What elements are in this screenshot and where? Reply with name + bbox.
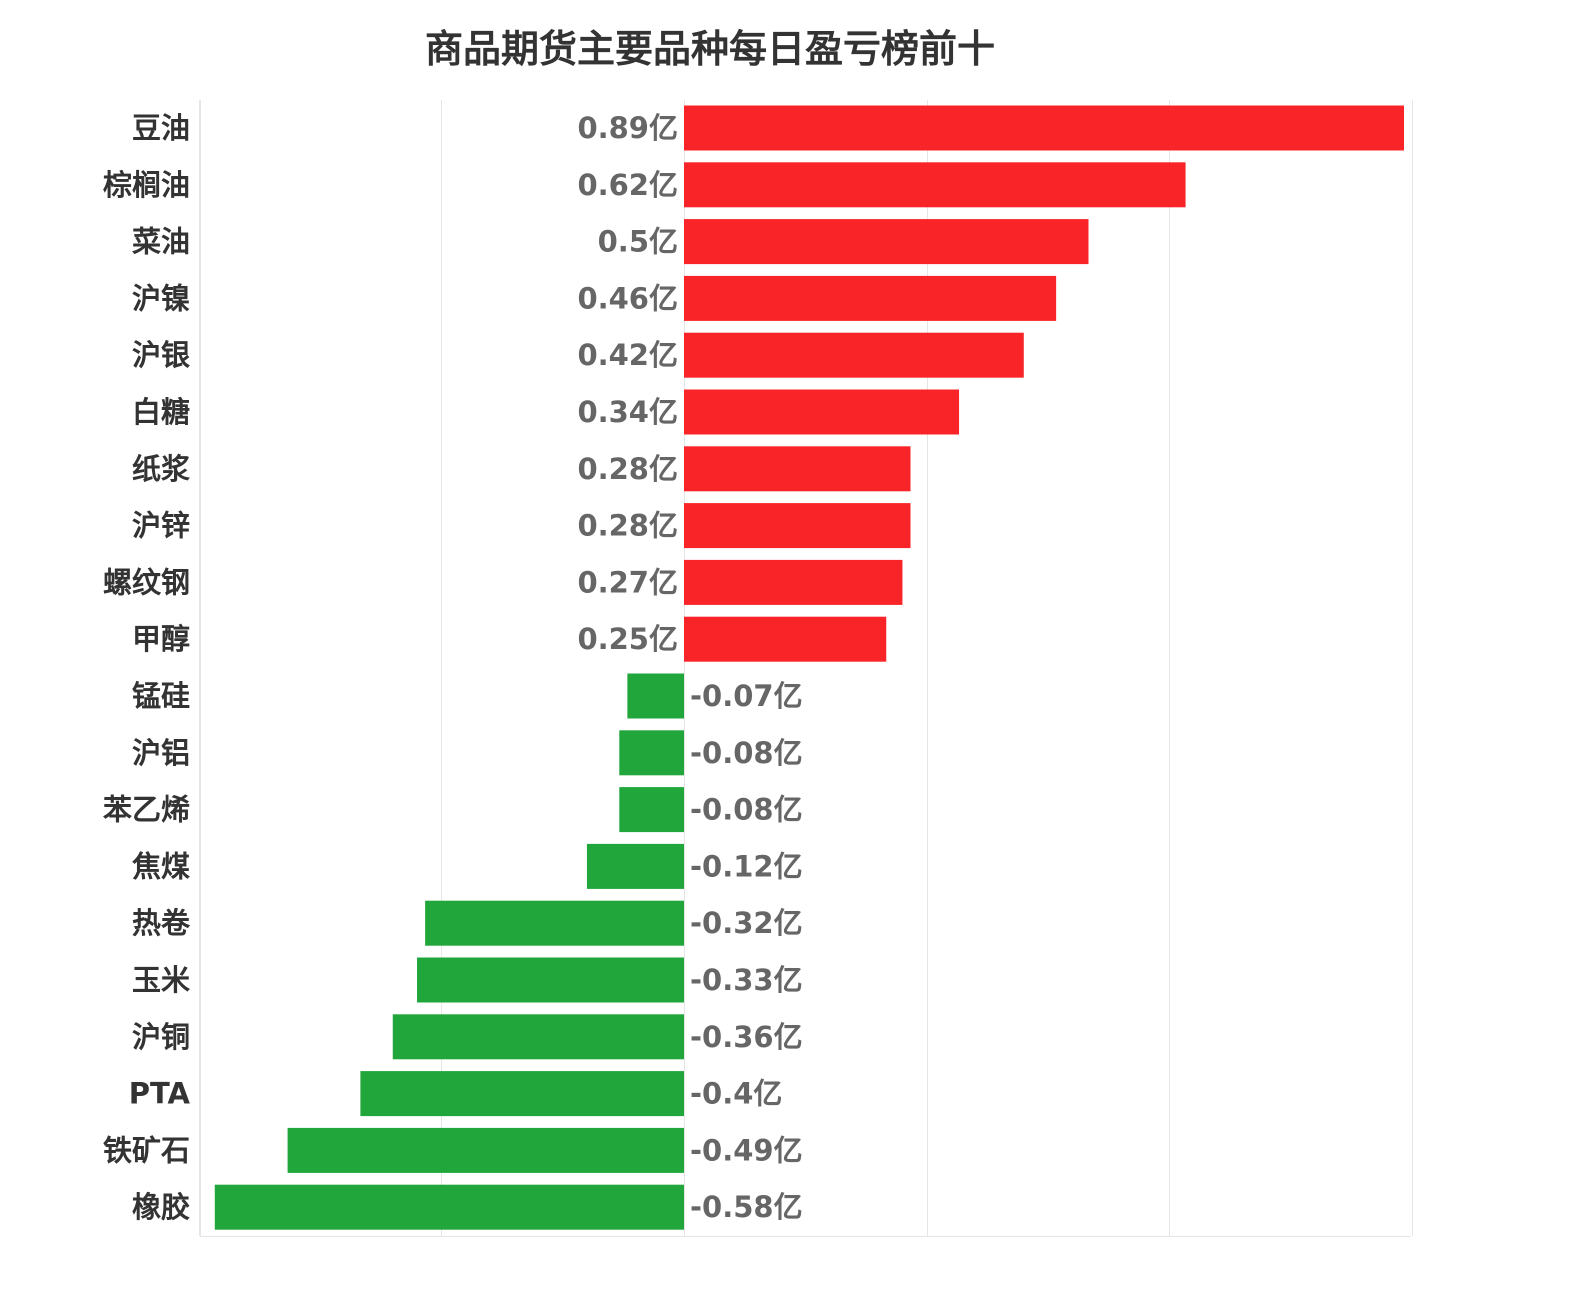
chart-title: 商品期货主要品种每日盈亏榜前十 xyxy=(424,27,995,71)
bar-14 xyxy=(425,900,684,946)
value-label: -0.07亿 xyxy=(690,679,803,713)
value-label: 0.28亿 xyxy=(577,452,678,486)
value-label: 0.5亿 xyxy=(598,225,678,259)
bar-19 xyxy=(214,1184,685,1230)
bar-2 xyxy=(684,219,1089,265)
bar-16 xyxy=(392,1014,684,1060)
category-label: 苯乙烯 xyxy=(103,793,190,827)
bar-8 xyxy=(684,559,903,605)
value-label: -0.49亿 xyxy=(690,1133,803,1167)
value-label: 0.25亿 xyxy=(577,622,678,656)
value-label: -0.33亿 xyxy=(690,963,803,997)
value-label: 0.89亿 xyxy=(577,111,678,145)
value-label: 0.27亿 xyxy=(577,565,678,599)
value-label: -0.58亿 xyxy=(690,1190,803,1224)
bar-3 xyxy=(684,275,1057,321)
value-label: -0.08亿 xyxy=(690,793,803,827)
category-label: 菜油 xyxy=(132,225,190,259)
bar-13 xyxy=(586,843,684,889)
category-label: 棕榈油 xyxy=(103,168,190,202)
value-labels: 0.89亿 0.62亿 0.5亿 0.46亿 0.42亿 0.34亿 0.28亿 0.28亿 0… xyxy=(577,111,802,1224)
bar-10 xyxy=(627,673,684,719)
bar-11 xyxy=(619,730,684,776)
value-label: 0.42亿 xyxy=(577,338,678,372)
category-label: 玉米 xyxy=(132,963,190,997)
value-label: -0.36亿 xyxy=(690,1020,803,1054)
bar-0 xyxy=(684,105,1404,151)
category-label: 豆油 xyxy=(132,111,190,145)
value-label: 0.34亿 xyxy=(577,395,678,429)
value-label: -0.4亿 xyxy=(690,1077,782,1111)
category-label: 甲醇 xyxy=(132,622,190,656)
value-label: 0.46亿 xyxy=(577,281,678,315)
category-label: 焦煤 xyxy=(132,849,190,883)
category-label: 锰硅 xyxy=(132,679,190,713)
category-label: 铁矿石 xyxy=(103,1133,190,1167)
bar-17 xyxy=(360,1071,684,1117)
bar-5 xyxy=(684,389,960,435)
bar-12 xyxy=(619,787,684,833)
category-label: 沪锌 xyxy=(132,509,190,543)
bar-18 xyxy=(287,1127,684,1173)
category-label: 纸浆 xyxy=(132,452,191,486)
bar-9 xyxy=(684,616,887,662)
gridlines xyxy=(199,100,1413,1237)
category-label: 沪银 xyxy=(132,338,190,372)
bars xyxy=(214,105,1404,1230)
value-label: 0.28亿 xyxy=(577,509,678,543)
category-label: 沪铜 xyxy=(132,1020,190,1054)
value-label: 0.62亿 xyxy=(577,168,678,202)
category-label: 螺纹钢 xyxy=(103,565,190,599)
bar-6 xyxy=(684,446,911,492)
bar-4 xyxy=(684,332,1024,378)
category-label: 沪铝 xyxy=(132,736,190,770)
value-label: -0.32亿 xyxy=(690,906,803,940)
bar-7 xyxy=(684,503,911,549)
category-label: PTA xyxy=(129,1077,191,1111)
category-label: 橡胶 xyxy=(132,1190,190,1224)
category-label: 白糖 xyxy=(132,395,190,429)
category-label: 沪镍 xyxy=(132,281,190,315)
bar-15 xyxy=(417,957,684,1003)
bar-1 xyxy=(684,162,1186,208)
value-label: -0.12亿 xyxy=(690,849,803,883)
value-label: -0.08亿 xyxy=(690,736,803,770)
category-label: 热卷 xyxy=(132,906,191,940)
